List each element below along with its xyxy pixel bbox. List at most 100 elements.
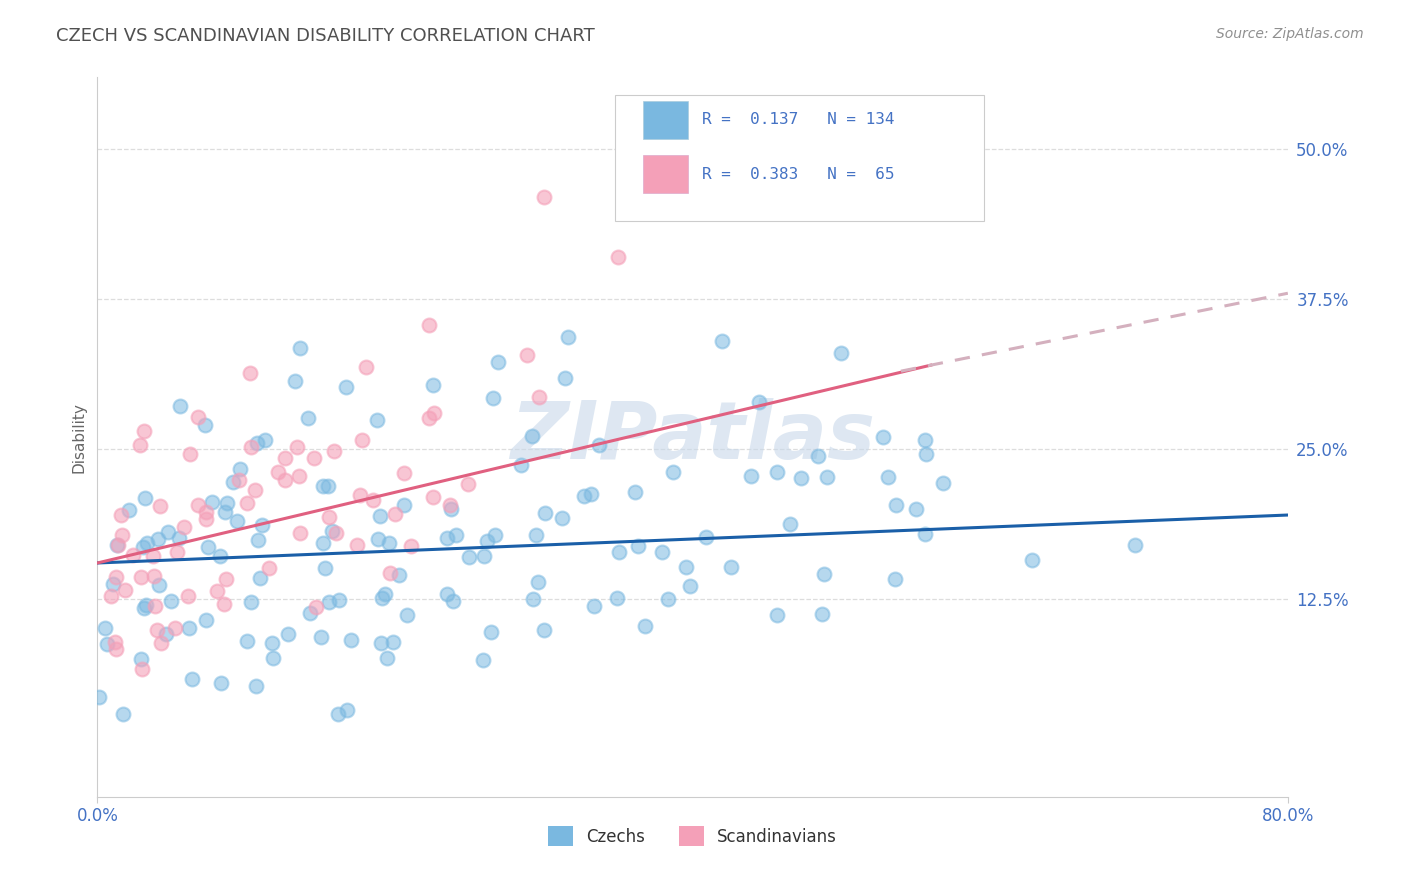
Point (195, 613, 218, 627)
Point (328, 592, 350, 607)
Point (779, 516, 801, 531)
Point (657, 591, 679, 606)
Point (145, 624, 167, 638)
Point (336, 703, 359, 717)
Point (557, 330, 579, 344)
Point (765, 465, 787, 479)
Point (118, 503, 141, 517)
Point (208, 549, 231, 563)
Point (346, 538, 368, 552)
Point (884, 499, 907, 513)
Point (436, 531, 458, 545)
Point (131, 662, 153, 676)
Point (914, 527, 936, 541)
Point (340, 633, 363, 648)
Point (422, 490, 444, 504)
Point (624, 485, 647, 500)
Point (472, 549, 495, 563)
Point (534, 506, 557, 520)
Point (173, 520, 195, 534)
Point (401, 539, 423, 553)
Y-axis label: Disability: Disability (72, 401, 86, 473)
Point (134, 491, 156, 505)
Point (440, 501, 463, 516)
Point (142, 549, 165, 564)
Point (274, 451, 297, 466)
Point (312, 479, 335, 493)
Point (813, 567, 835, 582)
Point (100, 590, 122, 604)
Point (129, 437, 152, 451)
Point (695, 530, 717, 544)
Point (572, 489, 595, 503)
Point (194, 417, 217, 432)
Point (259, 560, 281, 574)
Point (228, 462, 250, 476)
Point (527, 390, 550, 404)
Point (148, 578, 170, 592)
Point (114, 582, 136, 597)
Point (240, 595, 263, 609)
Point (104, 635, 127, 649)
Point (274, 473, 297, 487)
Point (215, 572, 238, 586)
Point (177, 589, 200, 603)
Point (101, 577, 124, 591)
Point (524, 528, 547, 542)
Point (651, 544, 673, 558)
Point (423, 406, 446, 420)
Point (520, 428, 543, 442)
Point (479, 624, 502, 639)
Point (165, 621, 187, 635)
Point (627, 539, 650, 553)
Point (815, 470, 838, 484)
Point (236, 633, 259, 648)
Point (374, 587, 396, 601)
Point (277, 627, 299, 641)
Point (107, 538, 129, 552)
Point (166, 545, 188, 559)
Point (606, 591, 628, 605)
Point (914, 447, 936, 461)
Point (245, 679, 267, 693)
Point (217, 496, 239, 510)
Point (299, 606, 322, 620)
Point (262, 636, 284, 650)
Point (607, 250, 630, 264)
Point (228, 473, 250, 487)
Point (349, 488, 371, 502)
Point (830, 346, 852, 360)
Text: ZIPatlas: ZIPatlas (510, 398, 875, 476)
Point (475, 534, 498, 549)
Point (914, 433, 936, 447)
Point (288, 341, 311, 355)
Point (214, 505, 236, 519)
Point (143, 599, 166, 614)
Point (290, 525, 312, 540)
Point (187, 498, 209, 512)
Point (418, 411, 440, 425)
Point (458, 550, 481, 565)
Point (375, 651, 398, 665)
Point (135, 598, 157, 612)
Point (872, 430, 894, 444)
Point (239, 366, 262, 380)
Point (157, 524, 180, 539)
FancyBboxPatch shape (643, 155, 688, 193)
Point (394, 498, 416, 512)
Point (484, 528, 506, 542)
Point (243, 483, 266, 497)
Point (488, 354, 510, 368)
Point (482, 391, 505, 405)
Point (105, 538, 128, 552)
Point (104, 570, 127, 584)
Point (318, 595, 340, 609)
Point (662, 465, 685, 479)
Point (309, 630, 332, 644)
Point (675, 559, 697, 574)
Point (335, 380, 357, 394)
Point (160, 593, 183, 607)
Point (143, 568, 166, 582)
Point (135, 535, 157, 549)
Text: R =  0.383   N =  65: R = 0.383 N = 65 (702, 167, 894, 182)
